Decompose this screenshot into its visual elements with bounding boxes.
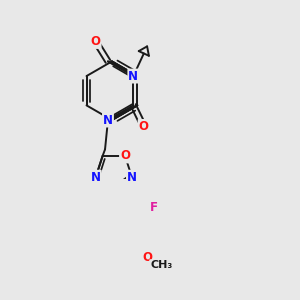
- Text: O: O: [120, 149, 130, 162]
- Text: O: O: [142, 250, 152, 264]
- Text: N: N: [127, 171, 137, 184]
- Text: O: O: [91, 35, 100, 48]
- Text: N: N: [128, 70, 138, 83]
- Text: N: N: [91, 171, 101, 184]
- Text: F: F: [150, 202, 158, 214]
- Text: O: O: [139, 120, 148, 133]
- Text: CH₃: CH₃: [150, 260, 172, 270]
- Text: N: N: [103, 113, 113, 127]
